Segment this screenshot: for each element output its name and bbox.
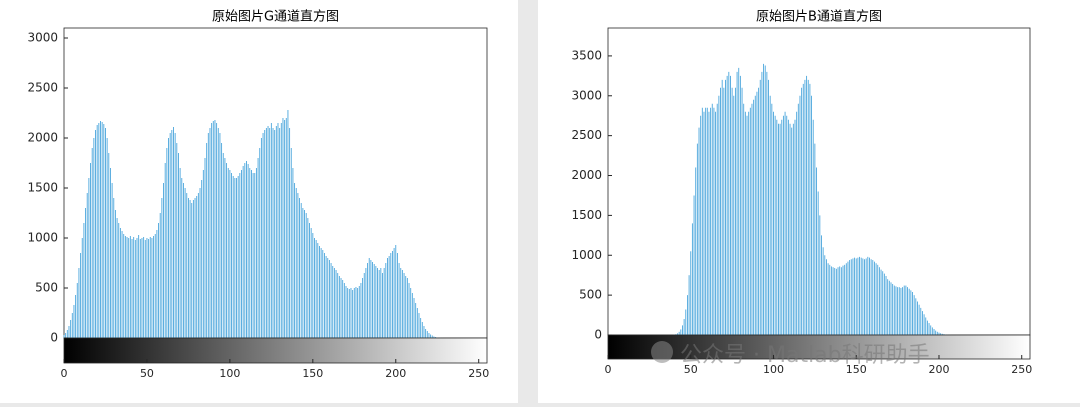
y-tick-label: 500	[579, 288, 602, 302]
x-tick-label: 250	[468, 367, 489, 380]
y-tick-label: 3000	[571, 88, 602, 102]
x-tick-label: 200	[385, 367, 406, 380]
x-tick-label: 50	[140, 367, 154, 380]
y-tick-label: 1500	[571, 208, 602, 222]
x-tick-label: 150	[302, 367, 323, 380]
axes	[607, 27, 1031, 336]
colorbar	[63, 337, 488, 364]
y-tick-label: 3000	[27, 31, 58, 45]
watermark: 公众号 · Matlab科研助手	[651, 341, 930, 368]
y-tick-label: 1000	[27, 231, 58, 245]
chart-title: 原始图片G通道直方图	[212, 9, 339, 25]
y-tick-label: 2500	[571, 128, 602, 142]
y-tick-label: 3500	[571, 48, 602, 62]
y-tick-label: 0	[594, 328, 602, 342]
colorbar	[607, 334, 1031, 360]
x-tick-label: 200	[928, 363, 949, 376]
x-tick-label: 0	[605, 363, 612, 376]
y-tick-label: 500	[35, 281, 58, 295]
y-tick-label: 2000	[27, 131, 58, 145]
y-tick-label: 1500	[27, 181, 58, 195]
x-tick-label: 250	[1011, 363, 1032, 376]
axes	[63, 27, 488, 339]
x-tick-label: 100	[763, 363, 784, 376]
y-tick-label: 2000	[571, 168, 602, 182]
y-tick-label: 2500	[27, 81, 58, 95]
watermark-icon	[651, 341, 673, 363]
x-tick-label: 50	[684, 363, 698, 376]
chart-title: 原始图片B通道直方图	[756, 9, 882, 25]
watermark-text: 公众号 · Matlab科研助手	[680, 343, 930, 368]
x-tick-label: 150	[846, 363, 867, 376]
x-tick-label: 100	[219, 367, 240, 380]
y-tick-label: 0	[50, 331, 58, 345]
y-tick-label: 1000	[571, 248, 602, 262]
x-tick-label: 0	[61, 367, 68, 380]
